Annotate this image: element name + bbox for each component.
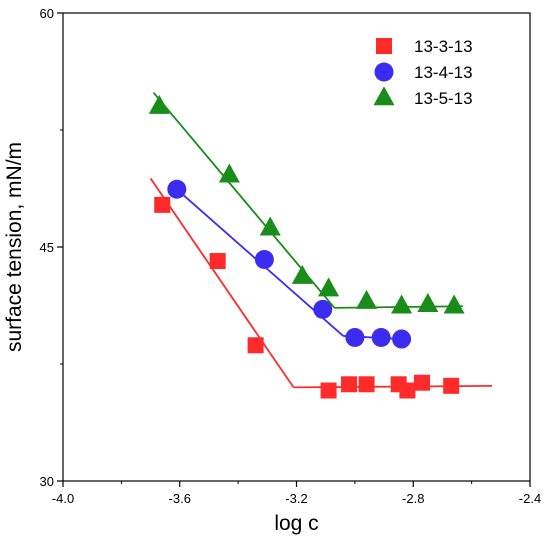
fit-line: [149, 177, 295, 388]
data-point: [148, 94, 170, 114]
data-point: [167, 179, 187, 199]
legend-label: 13-5-13: [414, 89, 473, 108]
data-point: [218, 163, 240, 183]
x-tick-label: -2.4: [519, 491, 541, 506]
data-point: [291, 264, 313, 284]
plot-layer: [148, 91, 493, 399]
data-point: [414, 374, 431, 391]
data-point: [254, 249, 274, 269]
legend-label: 13-3-13: [414, 37, 473, 56]
legend: 13-3-13 13-4-13 13-5-13: [373, 37, 473, 108]
series-13-3-13: [149, 177, 493, 399]
data-point: [320, 382, 337, 399]
data-point: [371, 327, 391, 347]
data-point: [391, 294, 413, 314]
data-point: [318, 277, 340, 297]
data-point: [443, 294, 465, 314]
data-point: [356, 289, 378, 309]
data-point: [154, 196, 171, 213]
data-point: [399, 382, 416, 399]
x-tick-label: -4.0: [52, 491, 74, 506]
data-point: [392, 329, 412, 349]
series-13-5-13: [148, 91, 465, 314]
x-tick-label: -3.6: [169, 491, 191, 506]
data-point: [443, 377, 460, 394]
data-point: [209, 253, 226, 270]
data-point: [247, 337, 264, 354]
y-axis-title: surface tension, mN/m: [3, 142, 26, 352]
legend-label: 13-4-13: [414, 63, 473, 82]
legend-marker: [376, 38, 392, 54]
data-point: [358, 376, 375, 393]
y-tick-label: 60: [40, 6, 54, 21]
y-tick-label: 30: [40, 474, 54, 489]
data-point: [341, 376, 358, 393]
y-tick-label: 45: [40, 240, 54, 255]
x-axis-title: log c: [274, 512, 318, 535]
data-point: [345, 327, 365, 347]
data-point: [417, 292, 439, 312]
x-tick-label: -2.8: [402, 491, 424, 506]
x-tick-label: -3.2: [285, 491, 307, 506]
series-13-4-13: [167, 179, 412, 349]
data-point: [259, 216, 281, 236]
axis-layer: -4.0 -3.6 -3.2 -2.8 -2.4 30 45 60: [40, 6, 542, 506]
legend-marker: [374, 62, 394, 82]
data-point: [313, 299, 333, 319]
legend-marker: [373, 86, 395, 106]
